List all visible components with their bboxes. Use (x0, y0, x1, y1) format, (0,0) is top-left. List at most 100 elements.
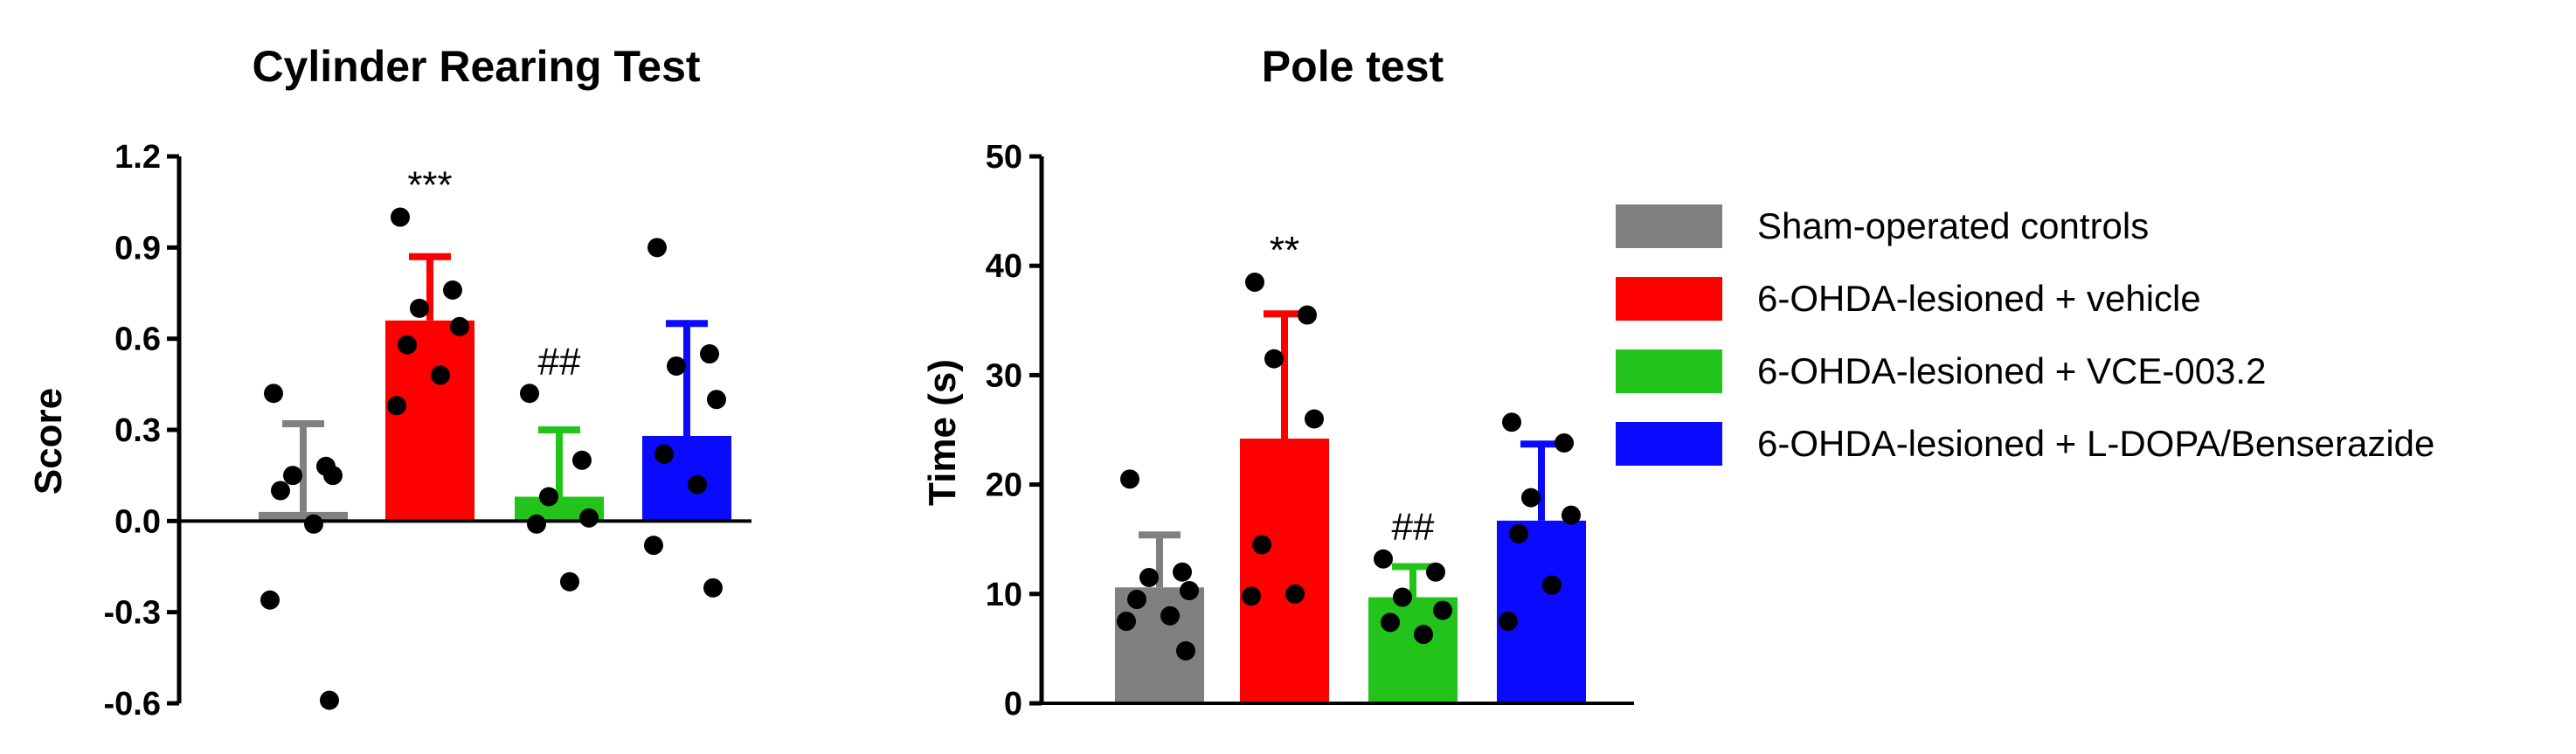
data-point (320, 690, 339, 710)
data-point (703, 578, 723, 598)
data-point (398, 335, 417, 355)
data-point (688, 474, 707, 495)
significance-label: ** (1270, 229, 1299, 272)
data-point (647, 238, 667, 258)
data-point (1499, 612, 1518, 632)
significance-annotations: ** ## (1270, 229, 1435, 549)
chart-title: Cylinder Rearing Test (252, 42, 700, 91)
data-point (1521, 488, 1541, 508)
legend-swatch (1616, 349, 1722, 393)
data-point (1555, 433, 1574, 453)
data-point (1127, 590, 1146, 610)
data-point (1120, 469, 1139, 489)
error-bars (282, 252, 708, 512)
legend-label: 6-OHDA-lesioned + VCE-003.2 (1757, 350, 2266, 391)
significance-label: *** (407, 164, 452, 207)
legend-item-sham: Sham-operated controls (1616, 204, 2149, 248)
data-point (1285, 584, 1305, 604)
data-point (1426, 562, 1445, 582)
data-point (264, 384, 283, 404)
data-point (387, 396, 406, 416)
data-point (1160, 605, 1180, 626)
data-point (1264, 349, 1284, 369)
data-point (700, 344, 719, 364)
y-tick-label: 0.9 (114, 230, 161, 266)
bars (1115, 439, 1586, 703)
data-point (1245, 272, 1264, 292)
legend-label: Sham-operated controls (1757, 205, 2149, 246)
data-point (1562, 505, 1581, 525)
data-point (323, 466, 343, 486)
data-point (1509, 523, 1528, 543)
y-tick-label: 20 (986, 467, 1022, 504)
data-point (431, 365, 450, 385)
y-tick-label: 40 (986, 248, 1022, 285)
cylinder-rearing-chart: Cylinder Rearing Test Score -0.6 -0.3 0.0 0… (27, 42, 751, 723)
y-tick-label: 0.3 (114, 412, 161, 449)
data-point (1252, 535, 1271, 555)
data-points (1117, 272, 1581, 661)
data-point (1502, 412, 1521, 432)
y-tick-label: 0 (1004, 686, 1022, 723)
data-point (1305, 409, 1324, 429)
y-tick-label: 30 (986, 357, 1022, 394)
legend-label: 6-OHDA-lesioned + L-DOPA/Benserazide (1757, 423, 2434, 464)
data-point (1139, 568, 1159, 588)
data-point (1433, 600, 1452, 620)
legend-item-vce: 6-OHDA-lesioned + VCE-003.2 (1616, 349, 2266, 393)
data-point (443, 280, 462, 301)
bar (259, 511, 348, 522)
y-axis-label: Score (27, 388, 70, 495)
data-point (572, 450, 592, 470)
data-point (1298, 305, 1317, 325)
data-point (450, 316, 469, 336)
data-point (1180, 581, 1199, 601)
y-tick-label: 0.0 (114, 503, 161, 540)
data-points (260, 207, 726, 710)
bar (642, 435, 731, 522)
data-point (1176, 640, 1195, 661)
legend-swatch (1616, 204, 1722, 248)
data-point (410, 298, 429, 318)
axes (177, 156, 751, 703)
data-point (707, 390, 726, 410)
data-point (539, 487, 558, 507)
significance-annotations: *** ## (407, 164, 581, 384)
legend: Sham-operated controls 6-OHDA-lesioned +… (1616, 204, 2434, 466)
data-point (260, 590, 280, 610)
axes (1039, 156, 1634, 705)
data-point (1414, 625, 1433, 645)
legend-swatch (1616, 422, 1722, 466)
chart-title: Pole test (1262, 42, 1444, 91)
legend-item-vehicle: 6-OHDA-lesioned + vehicle (1616, 277, 2201, 321)
legend-item-ldopa: 6-OHDA-lesioned + L-DOPA/Benserazide (1616, 422, 2434, 466)
y-tick-label: -0.3 (104, 595, 161, 632)
significance-label: ## (538, 340, 581, 383)
bars (259, 320, 731, 522)
data-point (644, 536, 663, 556)
data-point (304, 514, 323, 534)
data-point (1242, 586, 1261, 606)
y-axis-ticks: 0 10 20 30 40 50 (986, 139, 1042, 723)
data-point (271, 481, 290, 501)
data-point (1374, 549, 1393, 569)
bar (1497, 520, 1586, 703)
data-point (283, 466, 302, 486)
bar (385, 320, 474, 522)
data-point (1117, 612, 1136, 632)
data-point (520, 384, 539, 404)
data-point (1542, 575, 1562, 595)
pole-test-chart: Pole test Time (s) 0 10 20 30 40 50 ** ## (921, 42, 1634, 723)
data-point (579, 508, 599, 528)
y-tick-label: -0.6 (104, 686, 161, 723)
y-tick-label: 0.6 (114, 322, 161, 358)
significance-label: ## (1392, 506, 1435, 549)
data-point (654, 444, 674, 464)
data-point (667, 356, 686, 376)
data-point (560, 571, 579, 591)
data-point (527, 514, 546, 534)
legend-label: 6-OHDA-lesioned + vehicle (1757, 278, 2201, 319)
data-point (1173, 562, 1192, 582)
y-tick-label: 50 (986, 139, 1022, 176)
